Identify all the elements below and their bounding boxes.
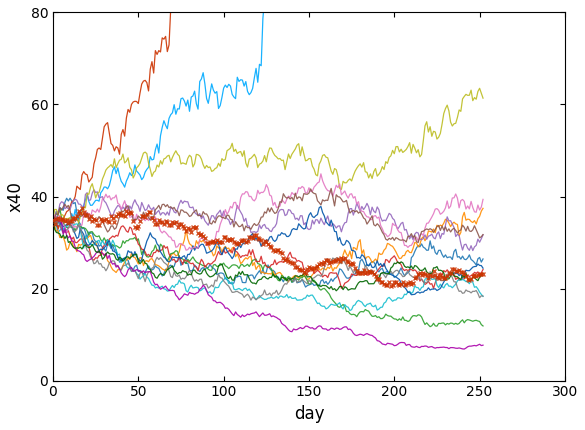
Y-axis label: x40: x40: [7, 181, 25, 212]
X-axis label: day: day: [294, 405, 324, 423]
